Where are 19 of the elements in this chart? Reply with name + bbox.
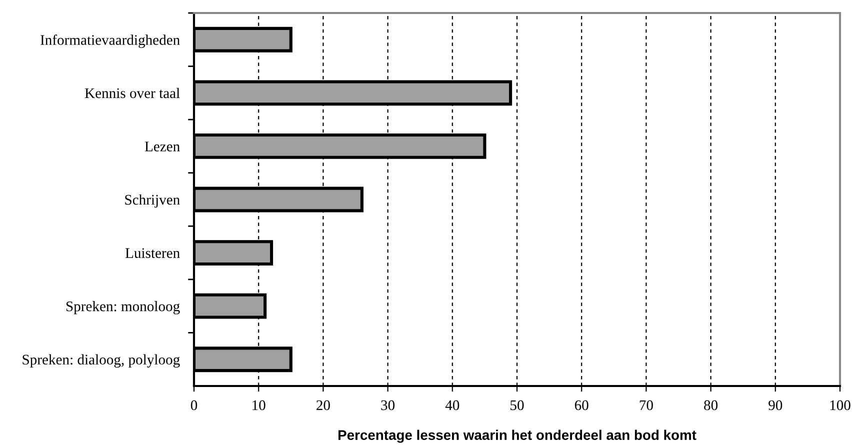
- x-tick-label: 40: [445, 400, 460, 410]
- y-tick-label: Luisteren: [125, 248, 180, 258]
- x-tick-label: 20: [316, 400, 330, 410]
- x-tick-label: 30: [381, 400, 395, 410]
- x-tick-label: 70: [640, 400, 653, 410]
- y-tick-label: Informatievaardigheden: [40, 34, 180, 48]
- x-tick-label: 80: [704, 400, 718, 410]
- y-tick-label: Kennis over taal: [84, 88, 180, 98]
- x-tick-label: 50: [510, 400, 524, 410]
- x-tick-label: 10: [252, 400, 266, 410]
- x-tick-label: 100: [830, 400, 850, 410]
- x-axis-title: Percentage lessen waarin het onderdeel aan bod komt: [338, 430, 696, 443]
- y-tick-label: Spreken: dialoog, polyloog: [22, 354, 180, 368]
- y-tick-label: Spreken: monoloog: [66, 301, 180, 314]
- x-tick-label: 60: [574, 400, 588, 410]
- y-tick-label: Lezen: [144, 142, 180, 152]
- y-tick-label: Schrijven: [125, 194, 180, 208]
- x-tick-label: 0: [190, 400, 198, 410]
- x-tick-label: 90: [768, 400, 782, 410]
